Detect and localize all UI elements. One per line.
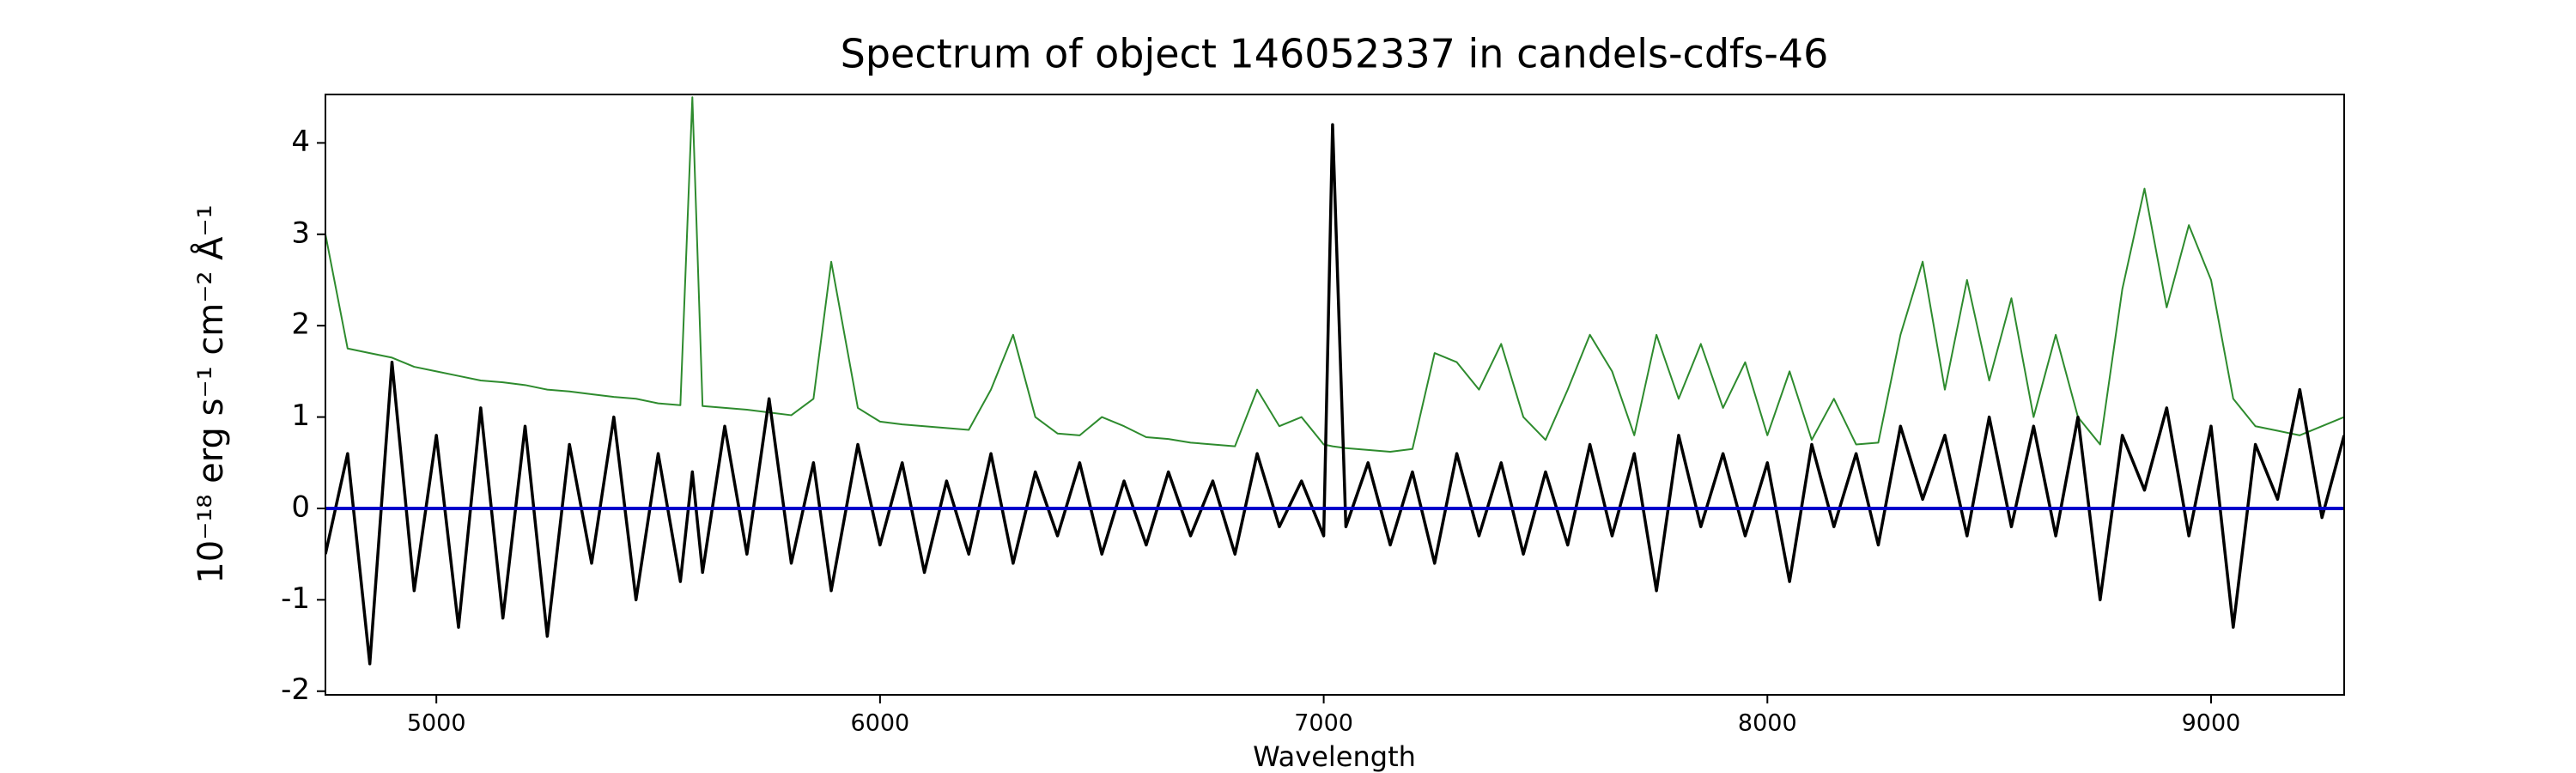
series-line — [325, 96, 2344, 453]
plot-frame — [325, 94, 2345, 696]
series-line — [325, 123, 2344, 666]
x-tick-label: 7000 — [1294, 710, 1353, 737]
y-tick-label: 3 — [291, 216, 310, 250]
x-tick-label: 9000 — [2182, 710, 2241, 737]
y-tick-label: 2 — [291, 307, 310, 342]
y-tick-label: 1 — [291, 399, 310, 433]
x-tick-label: 8000 — [1738, 710, 1797, 737]
y-axis-label: 10⁻¹⁸ erg s⁻¹ cm⁻² Å⁻¹ — [190, 204, 231, 583]
y-tick-label: -2 — [281, 673, 310, 707]
x-tick-label: 5000 — [407, 710, 466, 737]
chart-title: Spectrum of object 146052337 in candels-… — [841, 31, 1829, 77]
x-axis-label: Wavelength — [1253, 740, 1416, 773]
y-tick-label: -1 — [281, 581, 310, 616]
y-tick-label: 0 — [291, 490, 310, 524]
y-tick-label: 4 — [291, 125, 310, 159]
x-tick-label: 6000 — [851, 710, 910, 737]
